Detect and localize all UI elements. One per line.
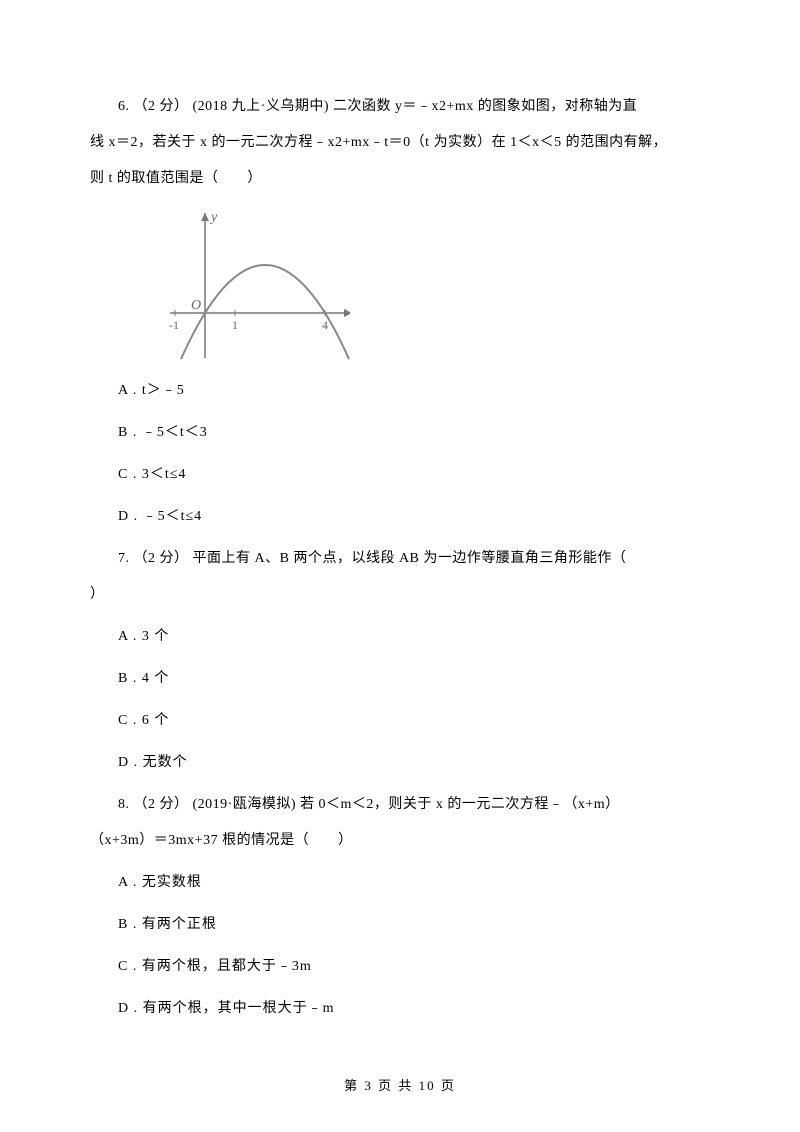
q6-option-c: C . 3＜t≤4 <box>90 461 710 489</box>
q8-option-c: C . 有两个根，且都大于﹣3m <box>90 953 710 981</box>
q6-stem-line2: 线 x＝2，若关于 x 的一元二次方程﹣x2+mx﹣t＝0（t 为实数）在 1＜… <box>90 129 710 157</box>
q6-option-d: D . ﹣5＜t≤4 <box>90 503 710 531</box>
q8-option-b: B . 有两个正根 <box>90 911 710 939</box>
q6-stem-line3: 则 t 的取值范围是（ ） <box>90 165 710 193</box>
q7-option-d: D . 无数个 <box>90 749 710 777</box>
parabola-graph: y x O -1 1 4 <box>150 203 350 363</box>
q8-option-a: A . 无实数根 <box>90 869 710 897</box>
svg-text:y: y <box>209 210 218 225</box>
svg-text:x: x <box>349 318 350 333</box>
q8-option-d: D . 有两个根，其中一根大于﹣m <box>90 995 710 1023</box>
q6-graph: y x O -1 1 4 <box>150 203 710 363</box>
q7-stem-line1: 7. （2 分） 平面上有 A、B 两个点，以线段 AB 为一边作等腰直角三角形… <box>90 545 710 573</box>
q7-option-c: C . 6 个 <box>90 707 710 735</box>
q6-stem-line1: 6. （2 分） (2018 九上·义乌期中) 二次函数 y＝﹣x2+mx 的图… <box>90 93 710 121</box>
page-footer: 第 3 页 共 10 页 <box>0 1075 800 1094</box>
svg-text:-1: -1 <box>169 318 179 332</box>
svg-text:O: O <box>191 298 201 313</box>
svg-text:1: 1 <box>232 318 238 332</box>
svg-text:4: 4 <box>322 318 328 332</box>
q7-option-b: B . 4 个 <box>90 665 710 693</box>
q6-option-b: B . ﹣5＜t＜3 <box>90 419 710 447</box>
q8-stem-line2: （x+3m）＝3mx+37 根的情况是（ ） <box>90 827 710 855</box>
q8-stem-line1: 8. （2 分） (2019·瓯海模拟) 若 0＜m＜2，则关于 x 的一元二次… <box>90 791 710 819</box>
q6-option-a: A . t＞﹣5 <box>90 377 710 405</box>
q7-stem-line2: ） <box>90 581 710 609</box>
q7-option-a: A . 3 个 <box>90 623 710 651</box>
